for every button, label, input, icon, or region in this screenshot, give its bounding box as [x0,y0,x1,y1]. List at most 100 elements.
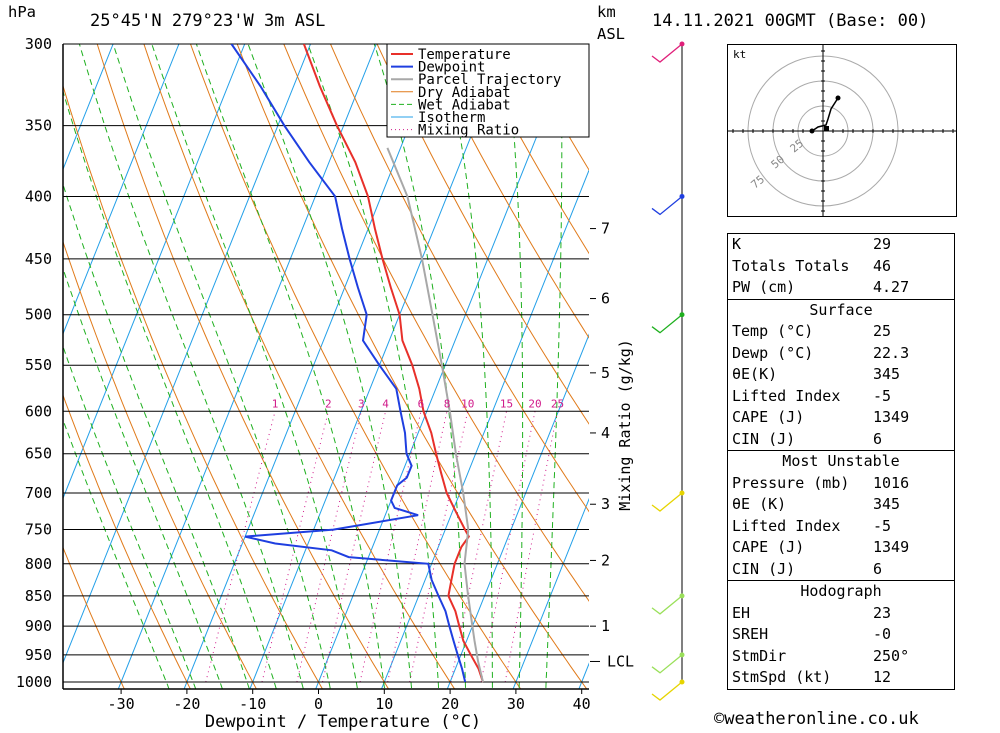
legend-label: Temperature [418,47,511,63]
stmspd-value: 12 [873,668,892,686]
wet-adiabat-line [247,44,413,689]
totals-row: Totals Totals 46 [728,256,954,278]
dry-adiabat-line [63,84,324,689]
mixing-ratio-line [322,411,387,683]
pw-label: PW (cm) [732,278,796,296]
eh-label: EH [732,603,751,622]
pressure-tick-label: 850 [25,587,52,605]
dry-adiabat-line [955,7,1000,708]
x-tick-label: 20 [441,695,459,713]
pressure-tick-label: 800 [25,555,52,573]
pressure-tick-label: 950 [25,646,52,664]
site-link[interactable]: weatheronline.co.uk [724,709,919,729]
x-tick-label: -10 [239,695,266,713]
mixing-ratio-line [296,411,362,683]
height-unit-sub-label: ASL [597,25,625,43]
wind-barb [651,43,683,63]
k-row: K 29 [728,234,954,256]
wet-adiabat-line [63,418,170,689]
x-tick-label: 0 [314,695,323,713]
isotherm-line [446,333,589,689]
surface-title: Surface [809,300,873,319]
wet-adiabat-line [151,44,359,689]
wind-barb [651,492,683,512]
pressure-tick-label: 350 [25,117,52,135]
chart-axes: 1 2 3 4 6 8 10 15 20 25-30 -20 -10 0 10 20 30 40Dewpoint… [62,44,634,732]
x-tick-label: 40 [573,695,591,713]
surface-dewp-label: Dewp (°C) [732,343,814,362]
surface-temp-value: 25 [873,322,892,340]
wet-adiabat-line [78,44,304,689]
sreh-value: -0 [873,625,892,643]
series-temperature [302,44,484,683]
surface-cin-value: 6 [873,429,883,448]
dry-adiabat-line [63,240,257,689]
mu-cin-label: CIN (J) [732,559,796,578]
pressure-tick-label: 750 [25,521,52,539]
pw-row: PW (cm) 4.27 [728,277,954,299]
isotherm-line [512,497,589,689]
wet-adiabat-line [505,44,524,689]
km-tick-label: 1 [601,617,610,635]
wet-adiabat-line [373,44,467,689]
k-value: 29 [873,235,892,253]
x-tick-label: -20 [173,695,200,713]
legend-label: Parcel Trajectory [418,72,561,88]
mu-cape-label: CAPE (J) [732,538,805,556]
mixing-ratio-label: 6 [418,397,425,410]
datetime-title: 14.11.2021 00GMT (Base: 00) [652,11,929,31]
dry-adiabat-line [96,44,390,689]
legend-label: Dewpoint [418,60,485,76]
surface-cin-label: CIN (J) [732,429,796,448]
copyright-footer[interactable]: ©weatheronline.co.uk [714,709,919,729]
pw-value: 4.27 [873,278,910,296]
km-tick-label: 7 [601,220,610,238]
isotherm-line [63,44,180,336]
dry-adiabat-line [283,44,589,602]
stmdir-label: StmDir [732,646,787,665]
pressure-tick-label: 700 [25,484,52,502]
km-tick-label: 6 [601,290,610,308]
surface-li-value: -5 [873,386,892,405]
mixing-ratio-label: 25 [551,397,564,410]
pressure-tick-label: 550 [25,356,52,374]
hodo-title: Hodograph [800,582,882,600]
dry-adiabat-line [143,44,456,689]
hodo-trace [811,97,839,132]
mixing-ratio-label: 1 [272,397,279,410]
eh-value: 23 [873,603,892,622]
mu-theta-label: θE (K) [732,495,787,513]
surface-theta-label: θE(K) [732,365,778,383]
dry-adiabat-line [189,44,522,689]
mu-cin-value: 6 [873,559,883,578]
x-tick-label: 30 [507,695,525,713]
wind-barb [651,195,683,216]
dry-adiabat-line [376,44,589,425]
pressure-tick-label: 450 [25,250,52,268]
hodo-point [835,95,841,101]
mu-li-value: -5 [873,516,892,535]
pressure-tick-label: 500 [25,306,52,324]
hodo-ring-label: 25 [788,137,807,155]
isotherm-line [380,168,589,689]
mixing-ratio-label: 3 [358,397,365,410]
isotherm-line [63,44,114,171]
hodo-storm-marker [824,126,829,131]
pressure-tick-label: 400 [25,187,52,205]
km-tick-label: 2 [601,551,610,569]
mixing-ratio-label: 2 [325,397,332,410]
mixing-ratio-label: 15 [500,397,513,410]
series-parcel-trajectory [386,147,484,683]
km-tick-label: 5 [601,364,610,382]
mu-theta-value: 345 [873,495,901,513]
stmdir-value: 250° [873,646,910,665]
totals-label: Totals Totals [732,256,850,275]
pressure-tick-label: 600 [25,402,52,420]
wet-adiabat-line [63,345,197,689]
series-dewpoint [230,44,467,683]
wet-adiabat-line [195,44,386,689]
mu-section: Most Unstable Pressure (mb) 1016 θE (K) 34… [728,450,954,580]
